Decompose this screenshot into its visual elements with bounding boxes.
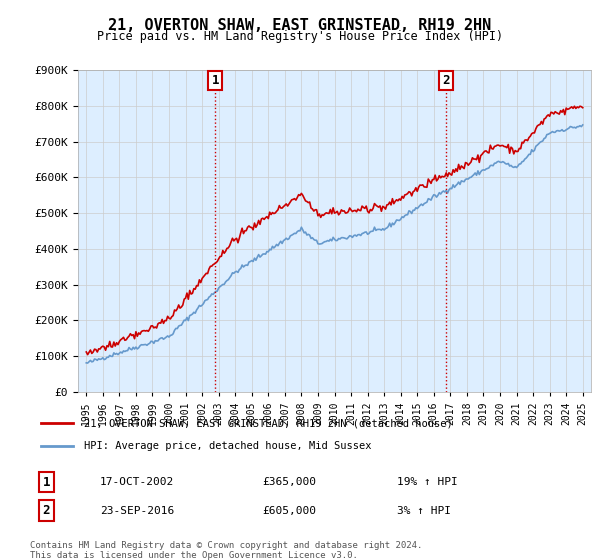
Text: 3% ↑ HPI: 3% ↑ HPI — [397, 506, 451, 516]
Text: HPI: Average price, detached house, Mid Sussex: HPI: Average price, detached house, Mid … — [84, 441, 371, 451]
Text: 17-OCT-2002: 17-OCT-2002 — [100, 477, 175, 487]
Text: Contains HM Land Registry data © Crown copyright and database right 2024.
This d: Contains HM Land Registry data © Crown c… — [30, 541, 422, 560]
Text: 23-SEP-2016: 23-SEP-2016 — [100, 506, 175, 516]
Text: 1: 1 — [43, 475, 50, 489]
Text: £605,000: £605,000 — [262, 506, 316, 516]
Text: 19% ↑ HPI: 19% ↑ HPI — [397, 477, 458, 487]
Text: 2: 2 — [43, 504, 50, 517]
Text: 1: 1 — [212, 74, 219, 87]
Text: Price paid vs. HM Land Registry's House Price Index (HPI): Price paid vs. HM Land Registry's House … — [97, 30, 503, 43]
Text: 21, OVERTON SHAW, EAST GRINSTEAD, RH19 2HN: 21, OVERTON SHAW, EAST GRINSTEAD, RH19 2… — [109, 18, 491, 34]
Text: 2: 2 — [442, 74, 449, 87]
Text: 21, OVERTON SHAW, EAST GRINSTEAD, RH19 2HN (detached house): 21, OVERTON SHAW, EAST GRINSTEAD, RH19 2… — [84, 418, 453, 428]
Text: £365,000: £365,000 — [262, 477, 316, 487]
